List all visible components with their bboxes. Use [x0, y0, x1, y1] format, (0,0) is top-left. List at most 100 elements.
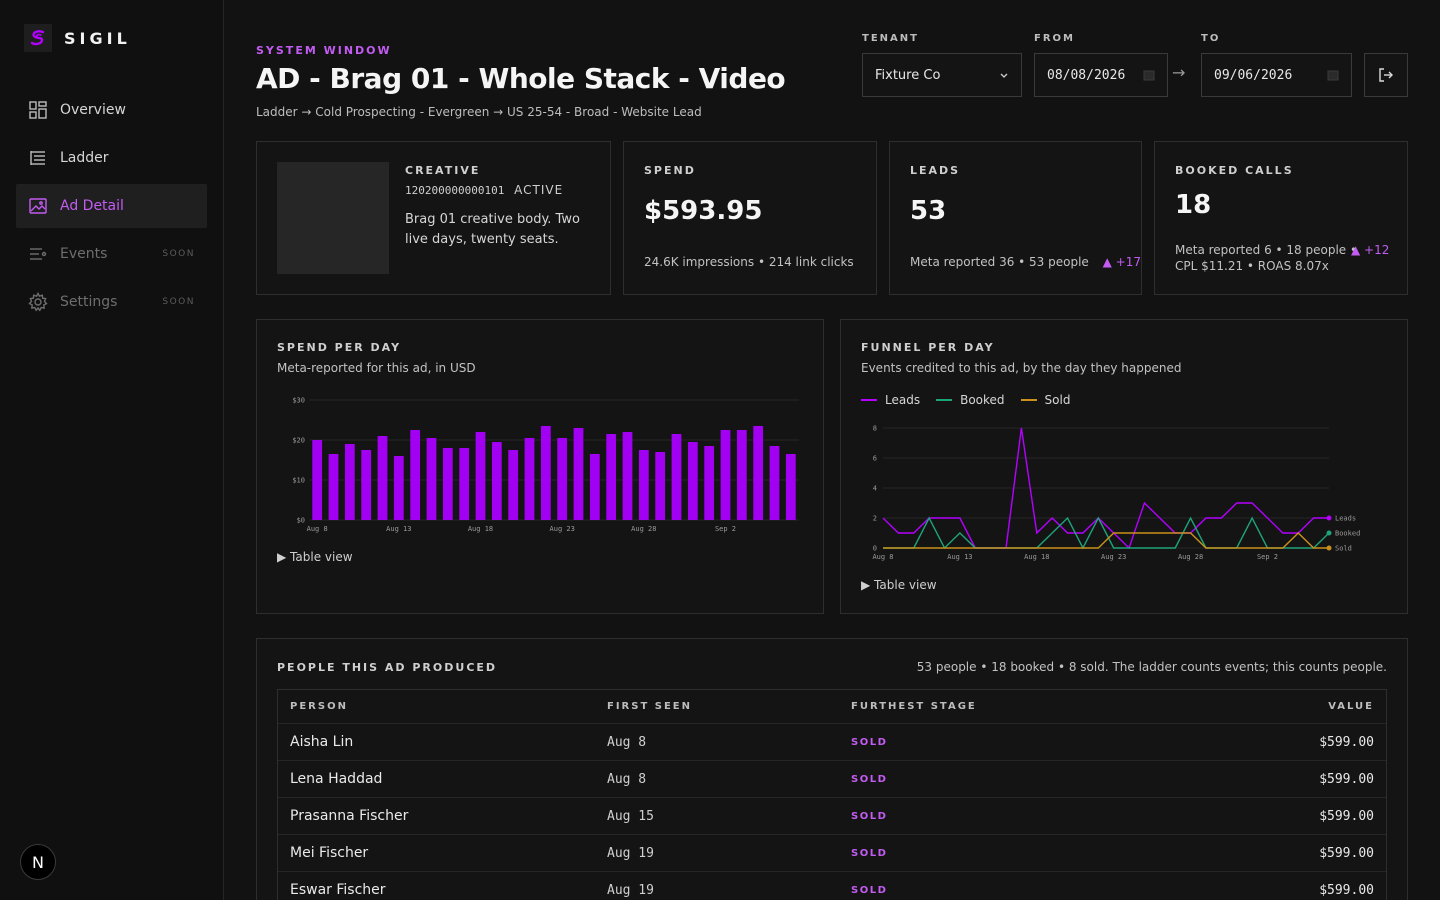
spend-bar — [459, 448, 470, 520]
legend-item-booked[interactable]: Booked — [936, 393, 1005, 407]
spend-table-view-toggle[interactable]: ▶ Table view — [277, 550, 353, 564]
cell-value: $599.00 — [1319, 734, 1374, 750]
spend-sub: 24.6K impressions • 214 link clicks — [644, 255, 854, 269]
image-icon — [29, 198, 47, 214]
to-date-input[interactable]: 09/06/2026 — [1201, 53, 1352, 97]
cell-person: Lena Haddad — [290, 771, 383, 787]
booked-sub-2: CPL $11.21 • ROAS 8.07x — [1175, 259, 1329, 273]
spend-bar — [638, 450, 649, 520]
y-tick-label: 2 — [873, 515, 877, 523]
tenant-label: TENANT — [862, 33, 919, 44]
table-row[interactable]: Prasanna Fischer Aug 15 SOLD $599.00 — [278, 798, 1386, 835]
app-name: SIGIL — [64, 28, 131, 48]
soon-badge: SOON — [162, 249, 195, 259]
tenant-select[interactable]: Fixture Co — [862, 53, 1022, 97]
user-avatar[interactable]: N — [20, 844, 56, 880]
sidebar-item-ad-detail[interactable]: Ad Detail — [16, 184, 207, 228]
x-tick-label: Aug 23 — [1101, 553, 1126, 561]
y-tick-label: 6 — [873, 455, 877, 463]
logo[interactable]: SIGIL — [24, 24, 131, 52]
legend-item-leads[interactable]: Leads — [861, 393, 920, 407]
sidebar-item-ladder[interactable]: Ladder — [16, 136, 207, 180]
y-tick-label: $20 — [292, 437, 305, 445]
y-tick-label: $10 — [292, 477, 305, 485]
x-tick-label: Aug 28 — [631, 525, 656, 533]
leads-sub: Meta reported 36 • 53 people ▲ +17 — [910, 255, 1141, 269]
spend-bar — [524, 438, 535, 520]
funnel-table-view-toggle[interactable]: ▶ Table view — [861, 578, 937, 592]
cell-first-seen: Aug 15 — [607, 808, 654, 824]
table-row[interactable]: Eswar Fischer Aug 19 SOLD $599.00 — [278, 872, 1386, 900]
spend-bar — [557, 438, 568, 520]
table-row[interactable]: Aisha Lin Aug 8 SOLD $599.00 — [278, 724, 1386, 761]
spend-bar — [540, 426, 551, 520]
x-tick-label: Aug 18 — [468, 525, 493, 533]
spend-bar — [491, 442, 502, 520]
spend-bar — [753, 426, 764, 520]
gear-icon — [28, 292, 48, 312]
sidebar-item-events: Events SOON — [16, 232, 207, 276]
x-tick-label: Aug 8 — [307, 525, 328, 533]
series-line-booked — [883, 516, 1330, 550]
creative-meta: 120200000000101 ACTIVE — [405, 183, 563, 197]
table-row[interactable]: Mei Fischer Aug 19 SOLD $599.00 — [278, 835, 1386, 872]
spend-chart-subtitle: Meta-reported for this ad, in USD — [277, 361, 476, 375]
spend-bar — [410, 430, 421, 520]
cell-person: Prasanna Fischer — [290, 808, 409, 824]
logout-button[interactable] — [1364, 53, 1408, 97]
cell-person: Aisha Lin — [290, 734, 354, 750]
col-person[interactable]: PERSON — [290, 701, 348, 712]
booked-sub-1: Meta reported 6 • 18 people • — [1175, 243, 1358, 257]
cell-person: Mei Fischer — [290, 845, 369, 861]
grid-icon — [29, 101, 47, 119]
legend-swatch — [1020, 399, 1037, 401]
cell-stage: SOLD — [851, 884, 888, 896]
y-tick-label: 0 — [873, 545, 877, 553]
ladder-icon — [30, 151, 45, 165]
spend-bar — [785, 454, 796, 520]
sidebar-item-settings: Settings SOON — [16, 280, 207, 324]
spend-bar — [736, 430, 747, 520]
spend-bar — [606, 434, 617, 520]
legend-item-sold[interactable]: Sold — [1020, 393, 1070, 407]
series-end-dot — [1326, 515, 1332, 521]
cell-value: $599.00 — [1319, 845, 1374, 861]
calendar-icon[interactable] — [1327, 69, 1339, 81]
creative-status: ACTIVE — [514, 183, 564, 197]
col-value[interactable]: VALUE — [1328, 701, 1374, 712]
spend-bar — [377, 436, 388, 520]
spend-chart-title: SPEND PER DAY — [277, 341, 402, 354]
booked-delta: ▲ +12 — [1351, 243, 1390, 257]
spend-bar — [508, 450, 519, 520]
funnel-legend: Leads Booked Sold — [861, 393, 1070, 407]
cell-value: $599.00 — [1319, 882, 1374, 898]
col-furthest-stage[interactable]: FURTHEST STAGE — [851, 701, 977, 712]
x-tick-label: Aug 8 — [872, 553, 893, 561]
leads-value: 53 — [910, 196, 947, 226]
y-tick-label: 8 — [873, 425, 877, 433]
from-date-input[interactable]: 08/08/2026 — [1034, 53, 1168, 97]
cell-first-seen: Aug 19 — [607, 845, 654, 861]
range-arrow: → — [1172, 63, 1186, 82]
page-eyebrow: SYSTEM WINDOW — [256, 44, 392, 57]
logout-icon — [1379, 68, 1393, 82]
spend-bar — [769, 446, 780, 520]
series-line-leads — [882, 427, 1329, 550]
sidebar-item-overview[interactable]: Overview — [16, 88, 207, 132]
spend-bar — [622, 432, 633, 520]
creative-thumbnail[interactable] — [277, 162, 389, 274]
sidebar-item-label: Ad Detail — [60, 198, 124, 214]
calendar-icon[interactable] — [1143, 69, 1155, 81]
people-card: PEOPLE THIS AD PRODUCED 53 people • 18 b… — [256, 638, 1408, 900]
leads-card: LEADS 53 Meta reported 36 • 53 people ▲ … — [889, 141, 1142, 295]
spend-bar — [361, 450, 372, 520]
soon-badge: SOON — [162, 297, 195, 307]
spend-chart-card: SPEND PER DAY Meta-reported for this ad,… — [256, 319, 824, 614]
people-table: PERSON FIRST SEEN FURTHEST STAGE VALUE A… — [277, 689, 1387, 900]
sidebar-item-label: Events — [60, 246, 108, 262]
from-date-value: 08/08/2026 — [1047, 67, 1126, 83]
creative-card: CREATIVE 120200000000101 ACTIVE Brag 01 … — [256, 141, 611, 295]
table-row[interactable]: Lena Haddad Aug 8 SOLD $599.00 — [278, 761, 1386, 798]
spend-bar — [312, 440, 323, 520]
col-first-seen[interactable]: FIRST SEEN — [607, 701, 692, 712]
